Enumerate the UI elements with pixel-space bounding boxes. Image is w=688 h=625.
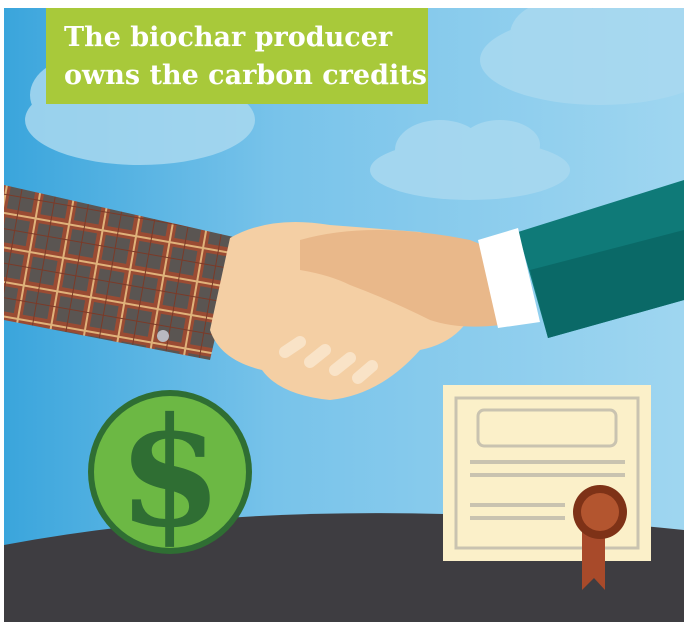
title-line: owns the carbon credits (64, 60, 427, 91)
coin-symbol: $ (118, 385, 222, 561)
seal-inner (581, 493, 619, 531)
illustration: $ The biochar producer owns the carbon c… (0, 0, 688, 625)
title-line: The biochar producer (64, 22, 393, 53)
button (157, 330, 169, 342)
